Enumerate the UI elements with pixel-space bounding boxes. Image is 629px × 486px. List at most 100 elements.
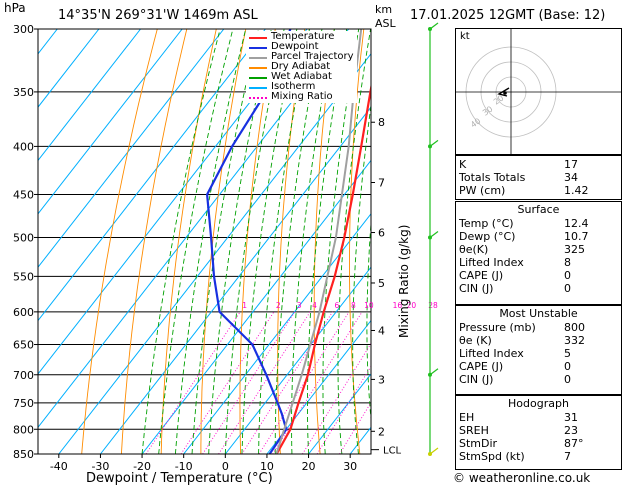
mixing-ratio-line — [339, 401, 371, 454]
mu-li-label: Lifted Index — [459, 347, 524, 360]
pressure-tick-label: 750 — [13, 397, 34, 410]
x-axis-label: Dewpoint / Temperature (°C) — [86, 471, 273, 486]
mixing-ratio-line — [302, 342, 371, 454]
legend-item: Isotherm — [249, 82, 354, 92]
mixing-ratio-label: 8 — [351, 301, 356, 310]
wet-adiabat-line — [208, 29, 272, 454]
mu-cape-value: 0 — [564, 360, 571, 373]
mixing-ratio-line — [316, 365, 371, 454]
legend-swatch — [249, 77, 267, 79]
surface-temp-value: 12.4 — [564, 217, 589, 230]
isotherm-line — [266, 319, 371, 454]
mixing-ratio-label: 1 — [242, 301, 247, 310]
mixing-ratio-label: 2 — [276, 301, 281, 310]
pressure-tick-label: 650 — [13, 339, 34, 352]
km-tick-label: 6 — [378, 227, 385, 240]
k-index-row: K 17 — [456, 158, 621, 171]
km-tick-label: 3 — [378, 373, 385, 386]
temp-tick-label: 10 — [260, 460, 274, 473]
sreh-value: 23 — [564, 424, 578, 437]
surface-cape-label: CAPE (J) — [459, 269, 504, 282]
surface-thetae-value: 325 — [564, 243, 585, 256]
legend-swatch — [249, 87, 267, 89]
mixing-ratio-line — [241, 311, 333, 454]
mixing-ratio-label: 28 — [428, 301, 438, 310]
hodograph-unit: kt — [460, 31, 470, 42]
pw-value: 1.42 — [564, 184, 589, 197]
wind-barb-dot — [428, 235, 432, 240]
km-tick-label: 8 — [378, 116, 385, 129]
chart-legend: Temperature Dewpoint Parcel Trajectory Dry … — [246, 31, 357, 103]
temp-tick-label: -30 — [91, 460, 109, 473]
copyright-footer: © weatheronline.co.uk — [453, 471, 591, 485]
pressure-tick-label: 700 — [13, 369, 34, 382]
legend-item: Dewpoint — [249, 42, 354, 52]
surface-panel: Surface Temp (°C) 12.4 Dewp (°C) 10.7 θe(K… — [455, 201, 622, 305]
pressure-tick-label: 800 — [13, 423, 34, 436]
pressure-tick-label: 450 — [13, 188, 34, 201]
km-tick-label: 5 — [378, 277, 385, 290]
series-parcel-trajectory — [275, 29, 363, 454]
wind-barb-dot — [428, 452, 432, 456]
mixing-ratio-line — [180, 311, 275, 454]
wind-barb-dot — [428, 372, 432, 377]
hodograph-indices-panel: Hodograph EH 31 SREH 23 StmDir 87° StmSpd (… — [455, 395, 622, 470]
mu-thetae-label: θe (K) — [459, 334, 492, 347]
isotherm-line — [308, 373, 371, 454]
mixing-ratio-line — [258, 311, 350, 454]
mu-thetae-value: 332 — [564, 334, 585, 347]
altitude-unit-km: km — [375, 3, 393, 16]
legend-swatch — [249, 67, 267, 69]
surface-li-label: Lifted Index — [459, 256, 524, 269]
isotherm-line — [38, 29, 141, 162]
hodograph-indices-title: Hodograph — [508, 397, 569, 410]
most-unstable-panel: Most Unstable Pressure (mb) 800 θe (K) 332… — [455, 305, 622, 395]
totals-row: Totals Totals 34 — [456, 171, 621, 184]
hodograph-trace — [497, 87, 510, 97]
dry-adiabat-line — [313, 29, 335, 454]
pw-label: PW (cm) — [459, 184, 506, 197]
plot-frame — [37, 28, 372, 455]
legend-label: Dewpoint — [271, 41, 319, 52]
stmdir-label: StmDir — [459, 437, 498, 450]
legend-label: Dry Adiabat — [271, 61, 331, 72]
altitude-unit-asl: ASL — [375, 17, 396, 30]
pressure-tick-label: 550 — [13, 270, 34, 283]
pressure-tick-label: 300 — [13, 23, 34, 36]
isotherm-line — [38, 29, 266, 322]
surface-cin-label: CIN (J) — [459, 282, 494, 295]
mixing-ratio-line — [272, 311, 363, 454]
legend-item: Mixing Ratio — [249, 92, 354, 102]
surface-dewp-label: Dewp (°C) — [459, 230, 516, 243]
temp-tick-label: 0 — [222, 460, 229, 473]
legend-swatch — [249, 47, 267, 49]
isotherm-line — [38, 29, 183, 215]
isotherm-line — [100, 106, 371, 454]
mixing-ratio-axis-label: Mixing Ratio (g/kg) — [397, 224, 411, 338]
pressure-tick-label: 400 — [13, 140, 34, 153]
storm-motion-marker — [503, 91, 507, 95]
hodograph-panel: kt 40 30 20 — [455, 28, 622, 155]
isotherm-line — [141, 159, 371, 454]
legend-label: Temperature — [271, 31, 335, 42]
pressure-tick-label: 350 — [13, 86, 34, 99]
km-tick-label: 7 — [378, 177, 385, 190]
wind-profile — [428, 22, 439, 456]
eh-label: EH — [459, 411, 475, 424]
legend-label: Parcel Trajectory — [271, 51, 354, 62]
legend-swatch — [249, 97, 267, 99]
mixing-ratio-label: 4 — [312, 301, 317, 310]
legend-item: Temperature — [249, 32, 354, 42]
surface-title: Surface — [517, 203, 560, 216]
dry-adiabat-line — [200, 29, 247, 454]
surface-dewp-value: 10.7 — [564, 230, 589, 243]
wet-adiabat-line — [191, 29, 260, 454]
wet-adiabat-line — [158, 29, 234, 454]
temp-tick-label: 20 — [302, 460, 316, 473]
dry-adiabat-line — [160, 29, 217, 454]
temp-tick-label: -40 — [50, 460, 68, 473]
isotherm-line — [38, 29, 100, 108]
mu-cape-label: CAPE (J) — [459, 360, 504, 373]
